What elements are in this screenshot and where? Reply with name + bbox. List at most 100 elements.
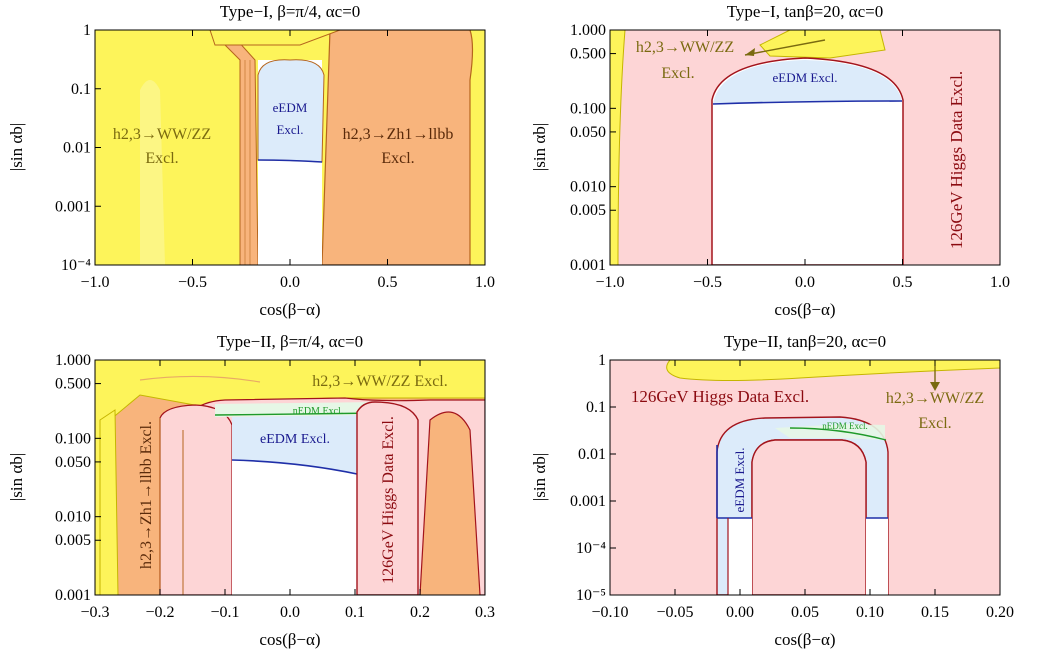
panel1-wwzz-sublabel: Excl. bbox=[145, 150, 178, 167]
panel3-xtick-label: 0.2 bbox=[410, 604, 430, 621]
panel1-eedm-sublabel: Excl. bbox=[276, 122, 303, 137]
panel2-wwzz-left bbox=[610, 30, 626, 265]
panel2-wwzz-sublabel: Excl. bbox=[661, 65, 694, 82]
panel4-wwzz-region bbox=[666, 360, 1000, 381]
panel4-xtick-label: −0.10 bbox=[591, 604, 628, 621]
panel2-eedm-label: eEDM Excl. bbox=[773, 70, 838, 85]
panel3-higgs-left bbox=[159, 404, 233, 595]
panel3-wwzz-region bbox=[95, 360, 485, 595]
panel1-xtick-label: 0.0 bbox=[280, 274, 300, 291]
panel3-title: Type−II, β=π/4, αc=0 bbox=[217, 332, 363, 351]
panel1-top-yellow bbox=[209, 30, 341, 46]
panel4-arrow-head bbox=[930, 382, 940, 391]
panel4-higgs-label: 126GeV Higgs Data Excl. bbox=[631, 387, 809, 406]
panel4-ytick-label: 0.1 bbox=[586, 399, 606, 416]
panel1-xlabel: cos(β−α) bbox=[259, 300, 320, 319]
panel3-ytick-label: 0.005 bbox=[55, 532, 91, 549]
panel1-ytick-label: 0.001 bbox=[55, 198, 91, 215]
panel3-ytick-label: 0.500 bbox=[55, 376, 91, 393]
panel3-eedm-boundary bbox=[231, 459, 358, 475]
panel3-nedm-label: nEDM Excl. bbox=[293, 406, 344, 417]
panel4-wwzz-sublabel: Excl. bbox=[918, 415, 951, 432]
panel4-ytick-label: 0.001 bbox=[570, 493, 606, 510]
panel3-xtick-label: 0.0 bbox=[280, 604, 300, 621]
panel1-ylabel: |sin αb| bbox=[7, 123, 26, 171]
panel1-ytick-label: 0.01 bbox=[63, 140, 91, 157]
panel1-plot bbox=[95, 30, 485, 265]
panel2-ytick-label: 0.500 bbox=[570, 46, 606, 63]
panel4-ytick-label: 1 bbox=[598, 352, 606, 369]
panel3-xtick-label: −0.3 bbox=[80, 604, 109, 621]
panel4-xtick-label: 0.10 bbox=[856, 604, 884, 621]
panel3-ytick-label: 0.010 bbox=[55, 509, 91, 526]
panel4-allowed-right bbox=[866, 518, 888, 595]
panel3-wwzz-left bbox=[99, 409, 119, 595]
panel2-ytick-label: 1.000 bbox=[570, 22, 606, 39]
panel1-zh1-region bbox=[321, 30, 474, 265]
panel1-eedm-label: eEDM bbox=[273, 100, 308, 115]
panel4-ytick-label: 10⁻⁴ bbox=[576, 540, 606, 557]
panel2-arrow-head bbox=[745, 48, 755, 56]
panel2-xtick-label: 0.0 bbox=[795, 274, 815, 291]
panel1-xtick-label: −0.5 bbox=[178, 274, 207, 291]
panel1-orange-strip bbox=[209, 30, 259, 265]
panel2-ytick-label: 0.100 bbox=[570, 100, 606, 117]
panel4-xtick-label: 0.00 bbox=[726, 604, 754, 621]
panel3-ytick-label: 1.000 bbox=[55, 352, 91, 369]
panel2-wwzz-label: h2,3→WW/ZZ bbox=[636, 39, 734, 56]
panel2-xtick-label: 1.0 bbox=[990, 274, 1010, 291]
panel1-ytick-label: 0.1 bbox=[71, 81, 91, 98]
panel4-ytick-label: 0.01 bbox=[578, 446, 606, 463]
panel4-xtick-label: 0.15 bbox=[921, 604, 949, 621]
panel4-xtick-label: −0.05 bbox=[656, 604, 693, 621]
panel4-nedm-label: nEDM Excl. bbox=[822, 421, 868, 431]
panel1-ytick-label: 10⁻⁴ bbox=[61, 257, 91, 274]
panel2-eedm-region bbox=[713, 60, 902, 104]
panel4-xlabel: cos(β−α) bbox=[774, 630, 835, 649]
panel3-eedm-label: eEDM Excl. bbox=[260, 432, 330, 447]
panel4-nedm-boundary bbox=[789, 427, 887, 441]
panel1-eedm-boundary bbox=[257, 159, 323, 163]
panel1-title: Type−I, β=π/4, αc=0 bbox=[220, 2, 361, 21]
panel1-xtick-label: −1.0 bbox=[80, 274, 109, 291]
panel1-wwzz-inner-region bbox=[140, 80, 165, 265]
panel2-ylabel: |sin αb| bbox=[530, 123, 549, 171]
panel3-ytick-label: 0.050 bbox=[55, 454, 91, 471]
panel1-zh1-sublabel: Excl. bbox=[381, 150, 414, 167]
panel4-plot bbox=[610, 360, 1000, 595]
panel1-wwzz-label: h2,3→WW/ZZ bbox=[113, 126, 211, 143]
panel2-wwzz-top bbox=[759, 30, 886, 59]
panel4-xtick-label: 0.05 bbox=[791, 604, 819, 621]
panel2-eedm-boundary bbox=[712, 100, 903, 105]
panel2-title: Type−I, tanβ=20, αc=0 bbox=[727, 2, 884, 21]
panel2-ytick-label: 0.050 bbox=[570, 124, 606, 141]
panel2-xtick-label: −1.0 bbox=[595, 274, 624, 291]
panel2-ytick-label: 0.010 bbox=[570, 179, 606, 196]
panel3-ytick-label: 0.001 bbox=[55, 587, 91, 604]
panel4-ytick-label: 10⁻⁵ bbox=[576, 587, 606, 604]
panel3-ytick-label: 0.100 bbox=[55, 430, 91, 447]
panel4-allowed-left bbox=[728, 518, 752, 595]
panel4-title: Type−II, tanβ=20, αc=0 bbox=[724, 332, 886, 351]
panel1-zh1-label: h2,3→Zh1→llbb bbox=[343, 126, 454, 143]
panel3-xtick-label: −0.2 bbox=[145, 604, 174, 621]
panel3-zh1-label: h2,3→Zh1→llbb Excl. bbox=[138, 421, 155, 569]
panel3-xlabel: cos(β−α) bbox=[259, 630, 320, 649]
axis-ticks: −1.0 −0.5 0.0 0.5 1.0 10⁻⁴ 0.001 0.01 0.1 1 −1.0 −0… bbox=[55, 22, 1014, 621]
panel1-xtick-label: 0.5 bbox=[378, 274, 398, 291]
panel2-arrow-line bbox=[744, 39, 826, 56]
panel3-ylabel: |sin αb| bbox=[7, 453, 26, 501]
panel4-ylabel: |sin αb| bbox=[530, 453, 549, 501]
panel2-higgs-label: 126GeV Higgs Data Excl. bbox=[947, 71, 966, 249]
panel3-eedm-region bbox=[232, 415, 357, 474]
panel3-xtick-label: 0.3 bbox=[475, 604, 495, 621]
panel3-higgs-label: 126GeV Higgs Data Excl. bbox=[380, 416, 397, 584]
panel2-xlabel: cos(β−α) bbox=[774, 300, 835, 319]
panel2-plot bbox=[610, 30, 1000, 265]
panel3-plot bbox=[95, 360, 485, 595]
panel2-ytick-label: 0.001 bbox=[570, 257, 606, 274]
panel2-allowed-region bbox=[711, 57, 904, 265]
panel3-higgs-center bbox=[356, 401, 419, 595]
panel3-xtick-label: −0.1 bbox=[210, 604, 239, 621]
